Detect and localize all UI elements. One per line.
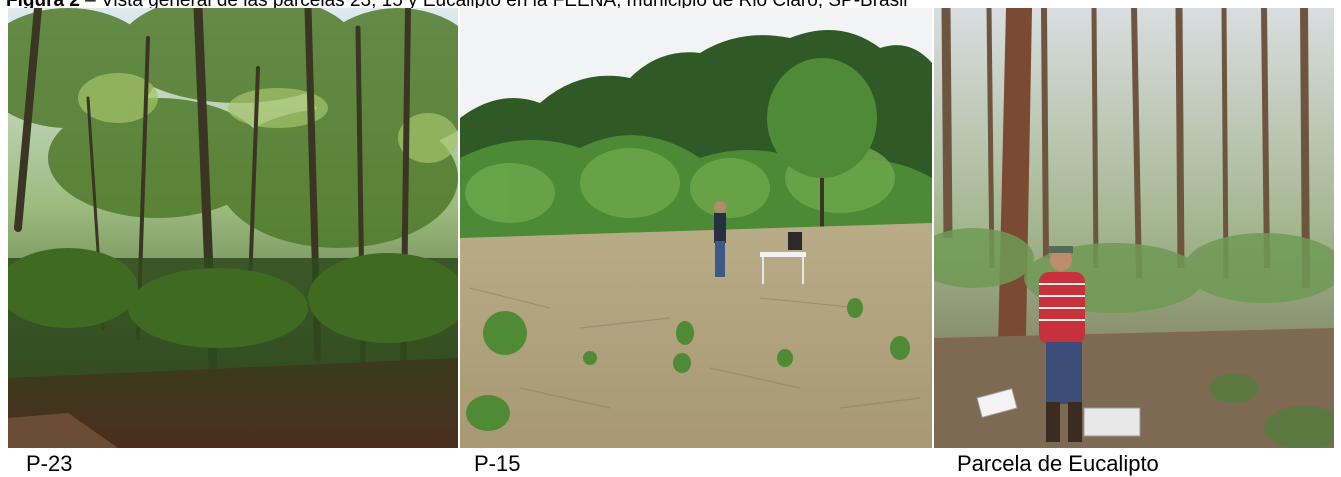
figure-caption-label: Figura 2 [6, 0, 80, 11]
photo-p15-field [460, 8, 932, 448]
figure-caption: Figura 2 – Vista general de las parcelas… [6, 0, 1336, 11]
photo-label-p23: P-23 [26, 451, 73, 476]
photo-label-p15: P-15 [474, 451, 521, 476]
photo-p23-forest [8, 8, 458, 448]
photo-eucalyptus-plot [934, 8, 1334, 448]
photo-label-eucalyptus: Parcela de Eucalipto [957, 451, 1159, 476]
figure-caption-text: – Vista general de las parcelas 23, 15 y… [79, 0, 908, 11]
